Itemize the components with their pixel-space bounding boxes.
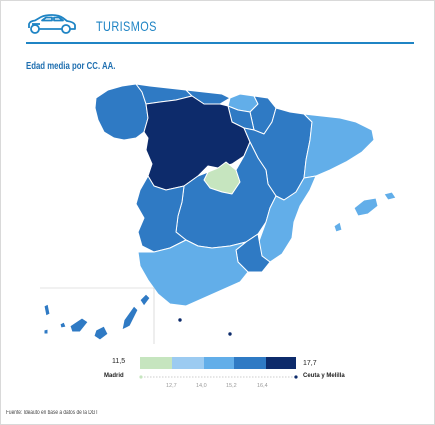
- legend-swatch-3: [204, 357, 234, 369]
- region-baleares-menorca: [383, 191, 397, 201]
- legend-max-value: 17,7: [303, 360, 317, 367]
- legend-swatch-5: [266, 357, 296, 369]
- source-note: Fuente: Ideauto en base a datos de la DG…: [6, 410, 99, 416]
- section-title: TURISMOS: [96, 18, 157, 34]
- legend: [139, 357, 298, 379]
- region-canarias-tenerife: [69, 317, 89, 333]
- car-icon: [28, 14, 76, 34]
- legend-swatch-4: [234, 357, 266, 369]
- region-canarias-gran-canaria: [93, 325, 109, 341]
- legend-break-1: 12,7: [166, 383, 177, 389]
- legend-min-label: Madrid: [104, 373, 124, 379]
- region-canarias-la-gomera: [59, 321, 67, 329]
- legend-swatch-1: [140, 357, 172, 369]
- legend-min-value: 11,5: [112, 358, 126, 365]
- region-canarias-fuerteventura: [121, 305, 139, 331]
- region-galicia: [94, 83, 149, 141]
- legend-break-4: 16,4: [257, 383, 268, 389]
- region-baleares-ibiza: [333, 221, 343, 233]
- region-cataluna: [303, 113, 375, 179]
- region-canarias-la-palma: [43, 303, 51, 317]
- header: TURISMOS: [26, 12, 416, 44]
- header-divider: [26, 42, 414, 44]
- legend-min-marker: [139, 375, 143, 379]
- region-canarias-lanzarote: [139, 293, 151, 307]
- legend-swatch-2: [172, 357, 204, 369]
- region-canarias-el-hierro: [43, 328, 49, 335]
- region-ceuta: [177, 317, 183, 323]
- legend-break-3: 15,2: [226, 383, 237, 389]
- region-baleares: [353, 197, 379, 217]
- legend-max-label: Ceuta y Melilla: [303, 373, 345, 379]
- legend-max-marker: [294, 375, 298, 379]
- legend-breaks: 12,7 14,0 15,2 16,4: [0, 383, 435, 393]
- legend-break-2: 14,0: [196, 383, 207, 389]
- map-subtitle: Edad media por CC. AA.: [26, 61, 116, 72]
- region-andalucia: [137, 239, 249, 307]
- region-melilla: [227, 331, 233, 337]
- canarias-inset-frame: [40, 287, 155, 344]
